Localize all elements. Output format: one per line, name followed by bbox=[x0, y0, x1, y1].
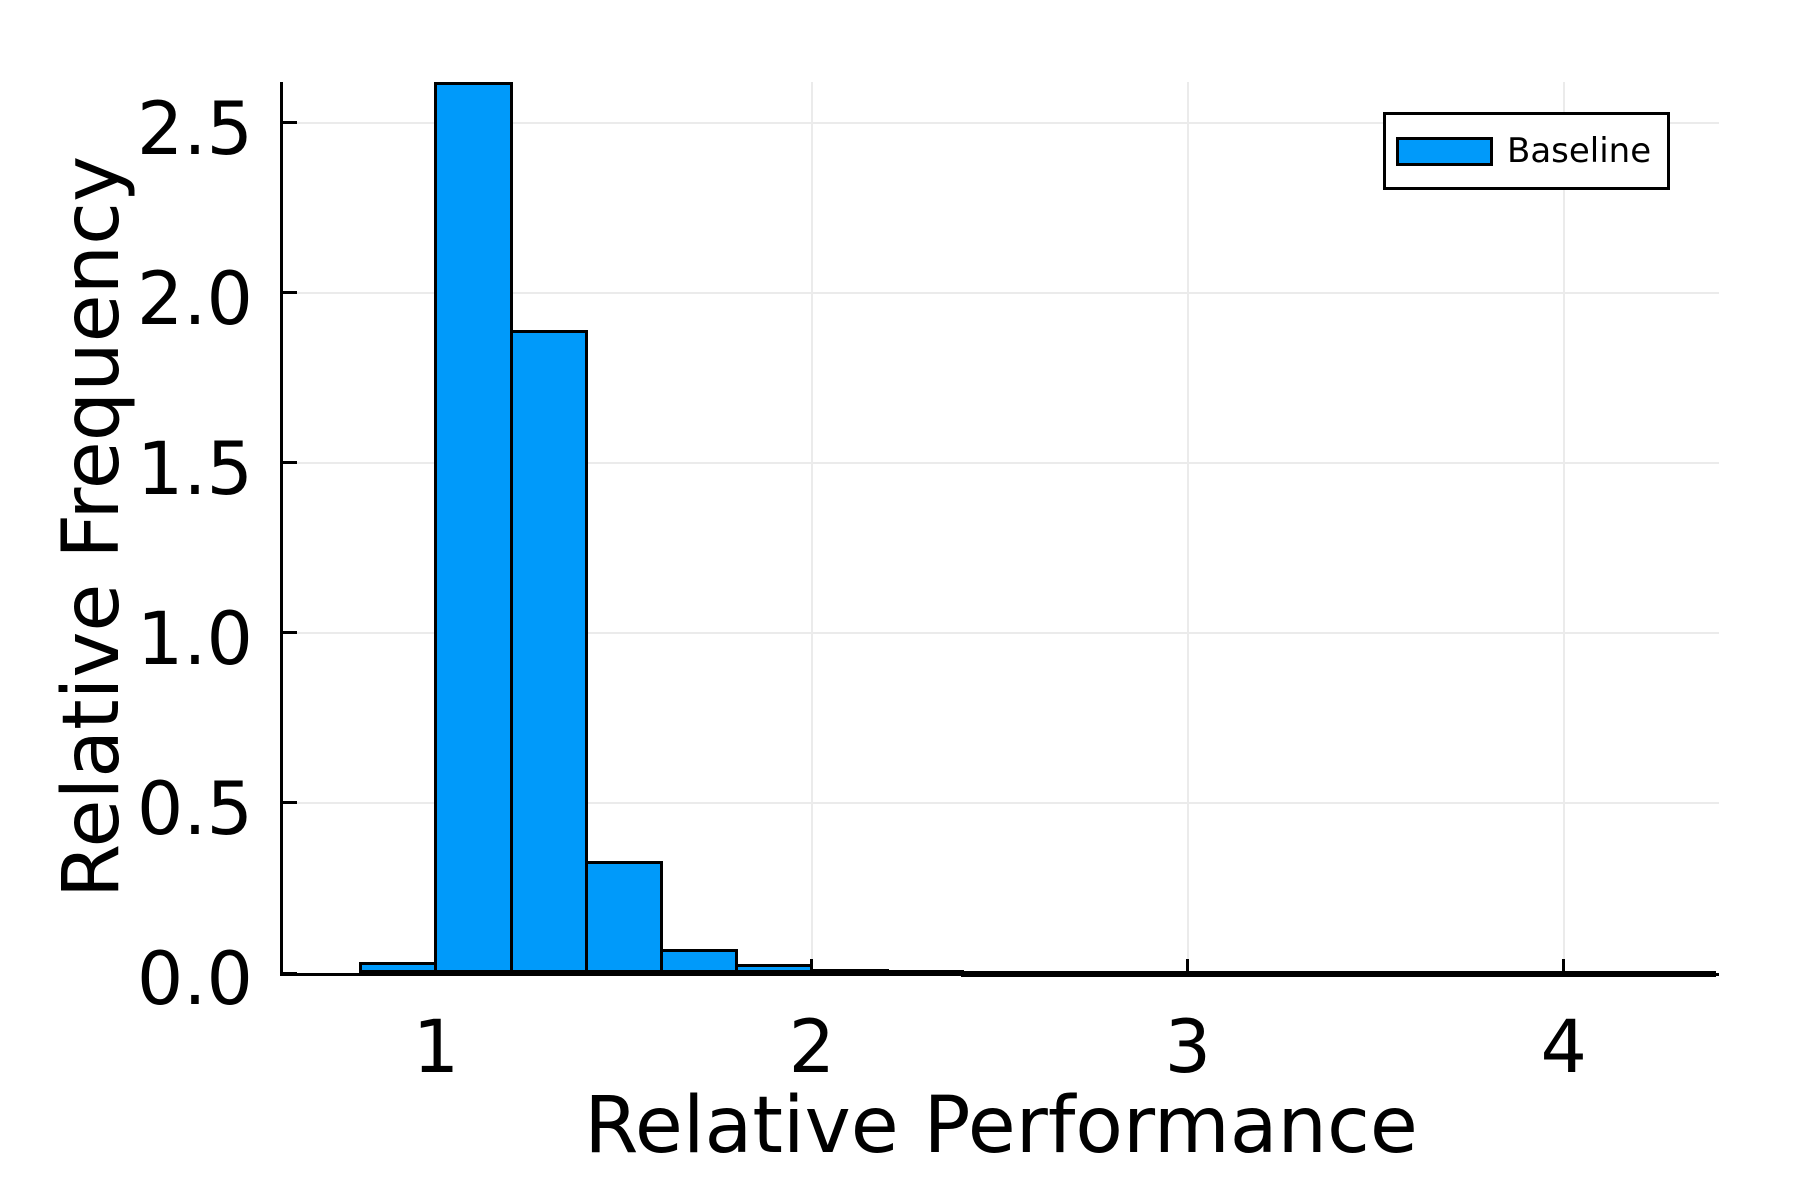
legend-swatch-baseline bbox=[1396, 136, 1493, 166]
grid-line-horizontal bbox=[283, 801, 1719, 804]
grid-line-horizontal bbox=[283, 121, 1719, 124]
y-tick-label: 1.0 bbox=[136, 596, 253, 682]
x-axis-label: Relative Performance bbox=[584, 1081, 1418, 1171]
x-tick-label: 3 bbox=[1164, 1005, 1212, 1090]
x-tick-mark bbox=[810, 959, 814, 973]
x-tick-label: 2 bbox=[788, 1005, 836, 1090]
histogram-bar bbox=[584, 860, 664, 973]
x-tick-mark bbox=[1562, 959, 1566, 973]
histogram-bar bbox=[509, 330, 588, 973]
y-tick-label: 0.0 bbox=[136, 937, 253, 1022]
y-tick-mark bbox=[283, 631, 297, 635]
y-tick-mark bbox=[283, 461, 297, 465]
y-axis-spine bbox=[280, 82, 283, 976]
histogram-bar bbox=[735, 964, 814, 973]
grid-line-horizontal bbox=[283, 461, 1719, 464]
y-tick-label: 2.5 bbox=[136, 86, 253, 172]
grid-line-vertical bbox=[810, 82, 813, 973]
y-tick-mark bbox=[283, 801, 297, 805]
legend-label: Baseline bbox=[1507, 131, 1652, 171]
y-tick-mark bbox=[283, 291, 297, 295]
x-axis-spine bbox=[280, 973, 1719, 976]
grid-line-vertical bbox=[1186, 82, 1189, 973]
x-tick-mark bbox=[1186, 959, 1190, 973]
y-tick-label: 1.5 bbox=[136, 426, 253, 512]
y-tick-label: 2.0 bbox=[136, 256, 253, 342]
x-tick-label: 4 bbox=[1540, 1005, 1587, 1090]
grid-line-horizontal bbox=[283, 291, 1719, 294]
grid-line-vertical bbox=[1562, 82, 1565, 973]
histogram-bar bbox=[660, 948, 739, 973]
histogram-bar bbox=[434, 82, 513, 973]
legend: Baseline bbox=[1383, 112, 1670, 190]
y-tick-label: 0.5 bbox=[136, 766, 253, 852]
x-tick-mark bbox=[434, 959, 438, 973]
y-axis-label: Relative Frequency bbox=[47, 155, 137, 899]
histogram-bar bbox=[359, 962, 438, 973]
grid-line-horizontal bbox=[283, 631, 1719, 634]
x-tick-label: 1 bbox=[412, 1005, 460, 1090]
y-tick-mark bbox=[283, 121, 297, 125]
